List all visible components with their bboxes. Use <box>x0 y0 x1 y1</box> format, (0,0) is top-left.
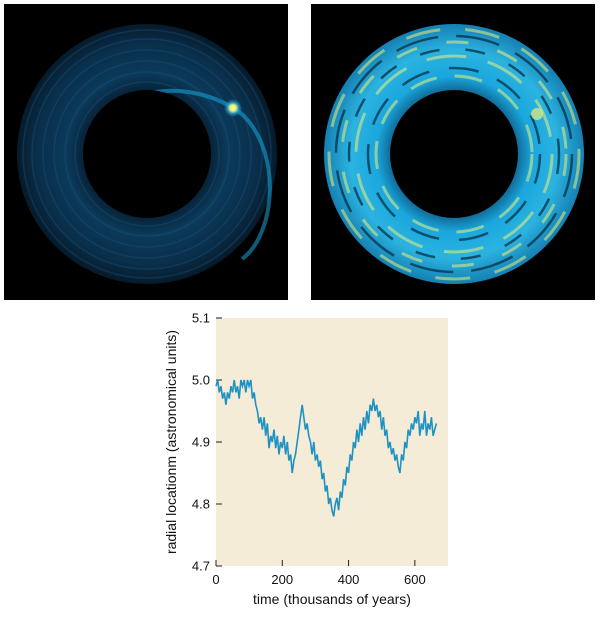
y-tick-label: 5.1 <box>192 311 210 326</box>
x-tick-label: 600 <box>404 572 426 587</box>
planet-hotspot-right <box>531 108 543 120</box>
y-tick-label: 4.8 <box>192 497 210 512</box>
disk-right-dark-bands <box>334 34 574 274</box>
disk-left-graphic <box>17 24 277 284</box>
x-tick-label: 200 <box>271 572 293 587</box>
x-axis-title: time (thousands of years) <box>253 591 411 607</box>
disk-right-hole <box>390 90 518 218</box>
y-tick-label: 5.0 <box>192 373 210 388</box>
planet-hotspot-left <box>224 99 242 117</box>
planet-spiral-arm <box>138 88 272 261</box>
x-tick-label: 0 <box>212 572 219 587</box>
disk-image-left <box>4 4 288 300</box>
plot-area <box>216 318 448 566</box>
y-tick-label: 4.9 <box>192 435 210 450</box>
disk-right-graphic <box>324 24 584 284</box>
disk-left-streaks <box>22 29 272 279</box>
disk-image-right <box>311 4 595 300</box>
y-tick-label: 4.7 <box>192 559 210 574</box>
series-line <box>215 379 438 517</box>
x-tick-label: 400 <box>338 572 360 587</box>
y-axis-title: radial locationm (astronomical units) <box>163 330 179 554</box>
disk-right-yellow-bands <box>327 27 581 281</box>
disk-left-hole <box>83 90 211 218</box>
